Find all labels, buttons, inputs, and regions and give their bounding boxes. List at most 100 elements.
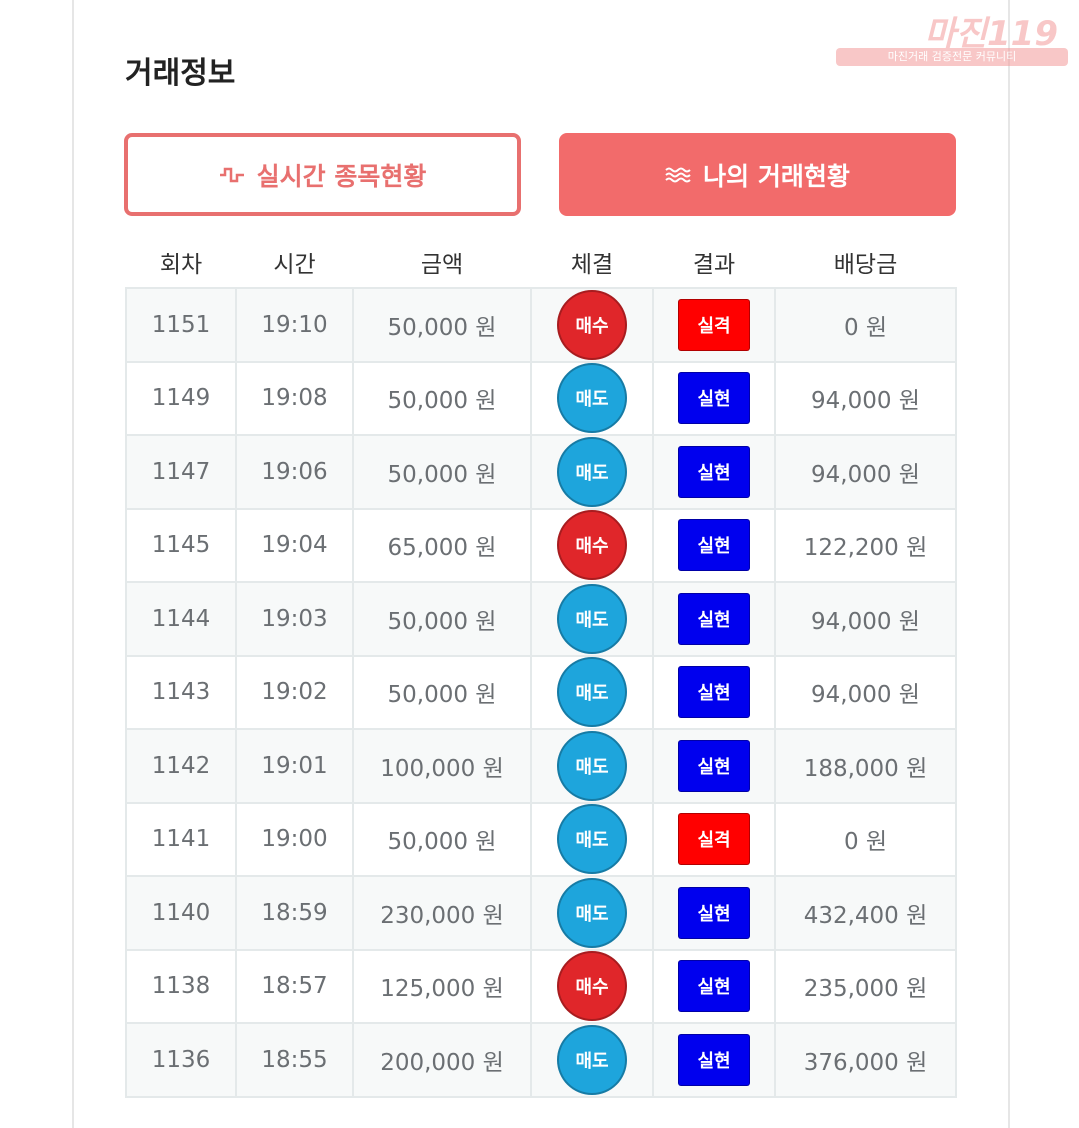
table-row: 1141 19:00 50,000 원 매도 실격 0 원 [125, 801, 957, 877]
table-cell: 18:55 [235, 1022, 354, 1098]
table-cell: 50,000 원 [352, 801, 532, 877]
table-cell: 1140 [125, 875, 237, 951]
table-row: 1144 19:03 50,000 원 매도 실현 94,000 원 [125, 581, 957, 657]
table-row: 1151 19:10 50,000 원 매수 실격 0 원 [125, 287, 957, 363]
card [72, 0, 1010, 1128]
table-cell: 376,000 원 [774, 1022, 957, 1098]
side-circle: 매도 [557, 877, 627, 948]
table-cell: 실현 [652, 728, 776, 804]
tab-label: 나의 거래현황 [703, 161, 850, 191]
result-badge: 실현 [678, 519, 750, 572]
side-circle: 매수 [557, 951, 627, 1022]
table-cell: 19:04 [235, 507, 354, 583]
table-cell: 50,000 원 [352, 654, 532, 730]
table-cell: 19:02 [235, 654, 354, 730]
table-cell: 65,000 원 [352, 507, 532, 583]
table-cell: 실현 [652, 434, 776, 510]
table-cell: 19:01 [235, 728, 354, 804]
result-badge: 실현 [678, 1033, 750, 1086]
tab-button[interactable]: 나의 거래현황 [559, 133, 956, 216]
table-cell: 235,000 원 [774, 948, 957, 1024]
table-row: 1149 19:08 50,000 원 매도 실현 94,000 원 [125, 360, 957, 436]
watermark-tagline: 마진거래 검증전문 커뮤니티 [836, 48, 1068, 66]
watermark-logo: 마진119 [924, 14, 1058, 54]
table-cell: 1144 [125, 581, 237, 657]
table-cell: 1142 [125, 728, 237, 804]
table-cell: 실격 [652, 287, 776, 363]
trade-table: 1151 19:10 50,000 원 매수 실격 0 원 1149 19:08 50,000 … [125, 287, 957, 1098]
table-cell: 1141 [125, 801, 237, 877]
table-cell: 200,000 원 [352, 1022, 532, 1098]
table-cell: 19:03 [235, 581, 354, 657]
table-cell: 19:10 [235, 287, 354, 363]
table-cell: 1138 [125, 948, 237, 1024]
table-cell: 94,000 원 [774, 581, 957, 657]
table-cell: 1151 [125, 287, 237, 363]
table-cell: 1149 [125, 360, 237, 436]
section-title: 거래정보 [125, 56, 236, 91]
table-cell: 432,400 원 [774, 875, 957, 951]
table-cell: 0 원 [774, 287, 957, 363]
table-cell: 50,000 원 [352, 360, 532, 436]
column-header: 금액 [420, 252, 464, 278]
table-cell: 매도 [530, 360, 654, 436]
side-circle: 매도 [557, 804, 627, 875]
side-circle: 매도 [557, 1024, 627, 1095]
result-badge: 실격 [678, 813, 750, 866]
column-header: 시간 [273, 252, 316, 278]
table-cell: 매도 [530, 875, 654, 951]
table-cell: 매수 [530, 948, 654, 1024]
table-cell: 1136 [125, 1022, 237, 1098]
table-cell: 19:00 [235, 801, 354, 877]
table-cell: 18:59 [235, 875, 354, 951]
table-cell: 매수 [530, 287, 654, 363]
table-cell: 실현 [652, 1022, 776, 1098]
table-row: 1147 19:06 50,000 원 매도 실현 94,000 원 [125, 434, 957, 510]
table-row: 1140 18:59 230,000 원 매도 실현 432,400 원 [125, 875, 957, 951]
tab-label: 실시간 종목현황 [256, 161, 427, 191]
table-cell: 18:57 [235, 948, 354, 1024]
result-badge: 실현 [678, 666, 750, 719]
side-circle: 매도 [557, 583, 627, 654]
tab-button[interactable]: 실시간 종목현황 [124, 133, 521, 216]
table-cell: 188,000 원 [774, 728, 957, 804]
table-cell: 실현 [652, 581, 776, 657]
table-cell: 0 원 [774, 801, 957, 877]
table-cell: 19:06 [235, 434, 354, 510]
side-circle: 매수 [557, 510, 627, 581]
column-header: 체결 [570, 252, 614, 278]
side-circle: 매도 [557, 730, 627, 801]
table-cell: 실현 [652, 507, 776, 583]
table-cell: 매수 [530, 507, 654, 583]
table-cell: 매도 [530, 801, 654, 877]
wave-icon [665, 167, 691, 182]
table-cell: 실현 [652, 948, 776, 1024]
column-header: 회차 [159, 252, 203, 278]
table-cell: 1143 [125, 654, 237, 730]
table-cell: 1147 [125, 434, 237, 510]
table-cell: 94,000 원 [774, 360, 957, 436]
result-badge: 실현 [678, 592, 750, 645]
table-header: 회차 시간 금액 체결 결과 배당금 [126, 242, 956, 288]
table-cell: 94,000 원 [774, 654, 957, 730]
result-badge: 실격 [678, 298, 750, 351]
side-circle: 매도 [557, 436, 627, 507]
table-cell: 매도 [530, 434, 654, 510]
table-cell: 50,000 원 [352, 434, 532, 510]
table-cell: 122,200 원 [774, 507, 957, 583]
table-cell: 19:08 [235, 360, 354, 436]
table-cell: 실격 [652, 801, 776, 877]
table-cell: 매도 [530, 728, 654, 804]
side-circle: 매도 [557, 363, 627, 434]
table-cell: 매도 [530, 1022, 654, 1098]
pulse-icon [219, 167, 244, 182]
table-cell: 50,000 원 [352, 581, 532, 657]
table-row: 1136 18:55 200,000 원 매도 실현 376,000 원 [125, 1022, 957, 1098]
watermark: 마진119 마진거래 검증전문 커뮤니티 [836, 6, 1068, 66]
side-circle: 매도 [557, 657, 627, 728]
table-row: 1143 19:02 50,000 원 매도 실현 94,000 원 [125, 654, 957, 730]
table-cell: 매도 [530, 581, 654, 657]
table-row: 1142 19:01 100,000 원 매도 실현 188,000 원 [125, 728, 957, 804]
column-header: 배당금 [833, 252, 898, 278]
